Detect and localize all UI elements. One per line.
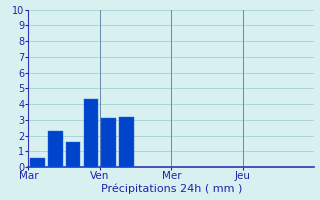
Bar [66,142,80,167]
Bar [119,117,134,167]
Bar [84,99,98,167]
Bar [30,158,45,167]
X-axis label: Précipitations 24h ( mm ): Précipitations 24h ( mm ) [101,184,242,194]
Bar [48,131,62,167]
Bar [101,118,116,167]
